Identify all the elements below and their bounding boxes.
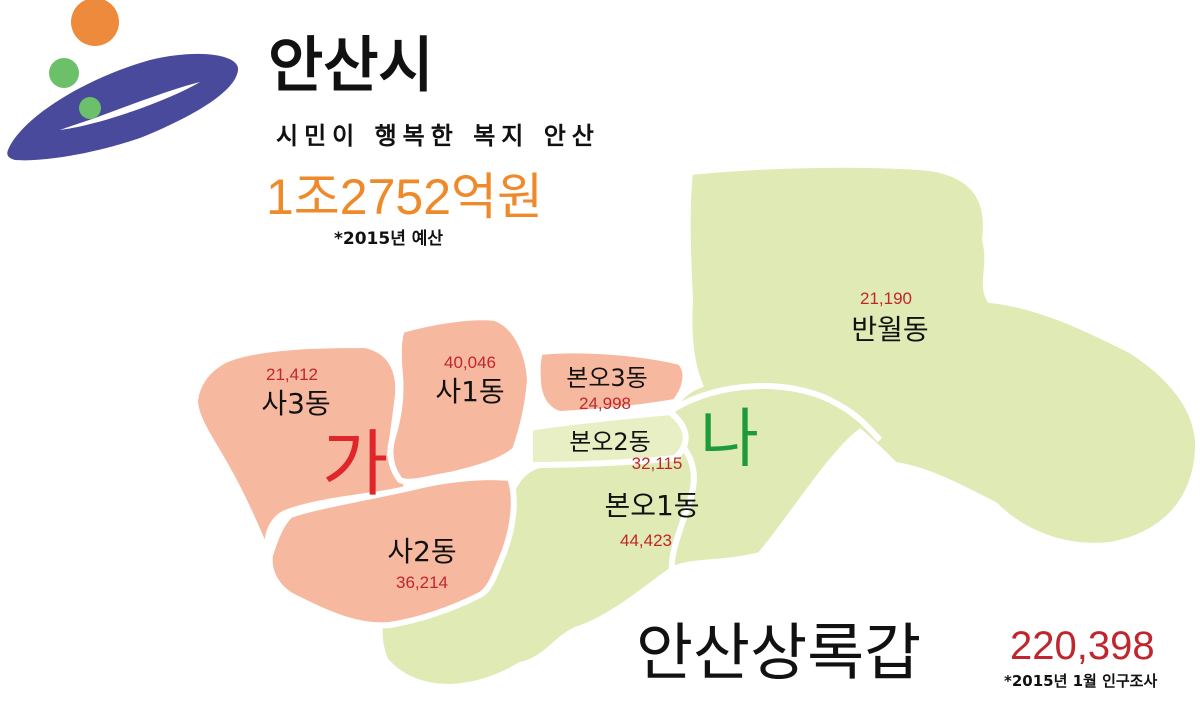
total-population: 220,398 [1010,624,1155,668]
budget-amount: 1조2752억원 [266,169,544,225]
city-name: 안산시 [268,31,434,101]
logo-green-dot-large [49,58,79,88]
district-na-label: 나 [700,403,759,477]
dong-name: 사2동 [387,535,457,568]
logo-green-dot-small [79,97,101,119]
dong-name: 사3동 [261,387,331,420]
dong-name: 사1동 [435,375,505,408]
dong-population: 32,115 [631,454,683,473]
dong-population: 21,412 [266,365,318,384]
logo-swoosh [7,53,239,161]
district-ga-label: 가 [322,422,389,506]
sa1dong-area [387,314,534,485]
dong-name: 반월동 [851,313,929,346]
city-slogan: 시민이 행복한 복지 안산 [276,122,600,150]
logo-orange-dot [71,0,119,46]
ansan-city-logo-icon [7,0,239,161]
dong-population: 21,190 [860,289,912,308]
bono2dong-area [527,408,689,469]
dong-population: 44,423 [620,531,672,550]
constituency-name: 안산상록갑 [636,616,922,689]
dong-name: 본오2동 [569,428,651,456]
census-note: *2015년 1월 인구조사 [1004,672,1158,690]
bono3dong-area [534,347,689,418]
dong-population: 36,214 [396,573,448,592]
dong-name: 본오3동 [566,364,648,392]
dong-population: 24,998 [579,394,631,413]
budget-note: *2015년 예산 [334,229,444,249]
dong-population: 40,046 [444,353,496,372]
sa2dong-area [266,474,517,629]
boundary-line [670,383,883,443]
dong-name: 본오1동 [604,489,700,522]
